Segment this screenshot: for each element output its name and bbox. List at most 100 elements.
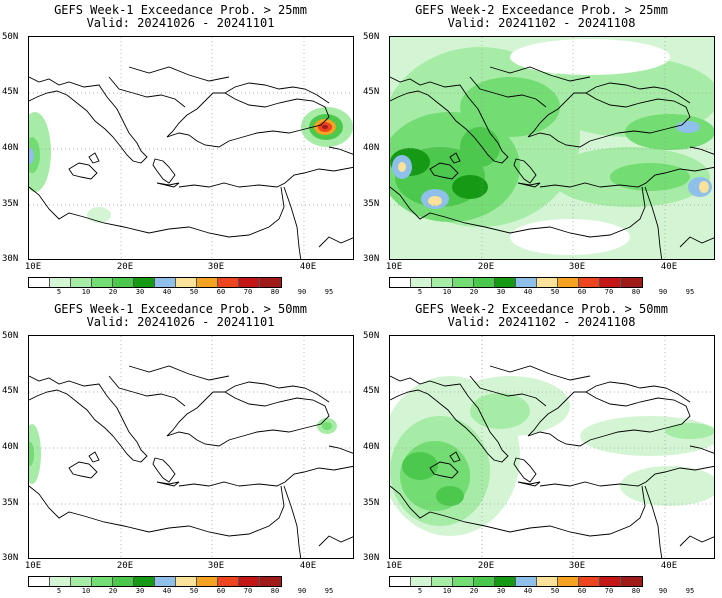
colorbar-tick: 95 — [685, 587, 695, 595]
graticule — [29, 336, 353, 558]
colorbar-tick: 80 — [270, 288, 280, 296]
lat-label: 30N — [2, 553, 19, 563]
lon-label: 10E — [385, 561, 403, 571]
colorbar-tick: 60 — [216, 587, 226, 595]
lon-label: 40E — [299, 262, 317, 272]
map-panel-week2-25mm: GEFS Week-2 Exceedance Prob. > 25mm Vali… — [361, 0, 722, 299]
lat-label: 45N — [2, 87, 19, 97]
colorbar-tick: 90 — [658, 288, 668, 296]
colorbar-tick: 50 — [189, 288, 199, 296]
colorbar-segment — [390, 577, 411, 586]
colorbar-tick: 60 — [577, 587, 587, 595]
colorbar-segment — [495, 577, 516, 586]
colorbar-segment — [113, 577, 134, 586]
colorbar-tick: 80 — [631, 587, 641, 595]
colorbar — [389, 576, 643, 587]
colorbar-tick: 10 — [442, 587, 452, 595]
lon-label: 30E — [568, 561, 586, 571]
colorbar-tick: 95 — [324, 587, 334, 595]
colorbar-segment — [495, 278, 516, 287]
colorbar-tick: 80 — [270, 587, 280, 595]
map-panel-week1-25mm: GEFS Week-1 Exceedance Prob. > 25mm Vali… — [0, 0, 361, 299]
lat-label: 40N — [2, 143, 19, 153]
colorbar-segment — [453, 278, 474, 287]
lon-label: 30E — [207, 561, 225, 571]
probability-map — [389, 36, 715, 260]
graticule — [390, 336, 714, 558]
lat-label: 50N — [363, 32, 380, 42]
colorbar-segment — [92, 278, 113, 287]
lat-label: 35N — [363, 199, 380, 209]
map-panel-week2-50mm: GEFS Week-2 Exceedance Prob. > 50mm Vali… — [361, 299, 722, 598]
colorbar-segment — [411, 577, 432, 586]
colorbar-segment — [432, 577, 453, 586]
colorbar-segment — [197, 278, 218, 287]
colorbar-segment — [537, 577, 558, 586]
colorbar-segment — [113, 278, 134, 287]
panel-title: GEFS Week-1 Exceedance Prob. > 25mm — [54, 3, 307, 17]
probability-map — [389, 335, 715, 559]
precipitation-probability-shading — [390, 376, 714, 536]
lon-label: 30E — [568, 262, 586, 272]
lat-label: 45N — [363, 386, 380, 396]
lat-label: 35N — [363, 498, 380, 508]
lat-label: 40N — [363, 143, 380, 153]
colorbar-tick: 90 — [297, 587, 307, 595]
colorbar-segment — [155, 577, 176, 586]
colorbar-tick: 40 — [162, 587, 172, 595]
lat-label: 30N — [2, 254, 19, 264]
probability-map — [28, 36, 354, 260]
colorbar — [389, 277, 643, 288]
lat-label: 35N — [2, 498, 19, 508]
colorbar-tick: 70 — [243, 587, 253, 595]
colorbar-tick: 10 — [81, 288, 91, 296]
colorbar-tick: 40 — [523, 288, 533, 296]
lat-label: 45N — [2, 386, 19, 396]
colorbar — [28, 277, 282, 288]
colorbar-segment — [474, 577, 495, 586]
lon-label: 20E — [477, 561, 495, 571]
colorbar-segment — [239, 577, 260, 586]
colorbar-tick: 60 — [577, 288, 587, 296]
colorbar-segment — [260, 577, 281, 586]
colorbar-tick: 90 — [297, 288, 307, 296]
lat-label: 45N — [363, 87, 380, 97]
colorbar-segment — [537, 278, 558, 287]
lat-label: 30N — [363, 254, 380, 264]
colorbar-segment — [558, 577, 579, 586]
colorbar-segment — [621, 577, 642, 586]
colorbar-tick: 90 — [658, 587, 668, 595]
panel-title: GEFS Week-1 Exceedance Prob. > 50mm — [54, 302, 307, 316]
coastlines-and-borders — [390, 66, 714, 259]
lon-label: 10E — [24, 561, 42, 571]
lat-label: 50N — [2, 331, 19, 341]
colorbar-tick: 40 — [523, 587, 533, 595]
colorbar-tick: 10 — [81, 587, 91, 595]
colorbar-segment — [218, 278, 239, 287]
graticule — [29, 37, 353, 259]
panel-title: GEFS Week-2 Exceedance Prob. > 25mm — [415, 3, 668, 17]
colorbar-tick: 95 — [685, 288, 695, 296]
colorbar-tick: 20 — [108, 288, 118, 296]
precipitation-probability-shading — [29, 107, 353, 223]
colorbar-segment — [516, 278, 537, 287]
colorbar-tick: 40 — [162, 288, 172, 296]
colorbar-tick: 5 — [56, 587, 62, 595]
colorbar-tick: 50 — [189, 587, 199, 595]
lat-label: 30N — [363, 553, 380, 563]
colorbar-segment — [579, 577, 600, 586]
lat-label: 50N — [363, 331, 380, 341]
lat-label: 40N — [2, 442, 19, 452]
graticule — [390, 37, 714, 259]
panel-valid-dates: Valid: 20241102 - 20241108 — [447, 315, 636, 329]
colorbar-segment — [197, 577, 218, 586]
colorbar-tick: 80 — [631, 288, 641, 296]
lon-label: 20E — [116, 561, 134, 571]
colorbar-tick: 10 — [442, 288, 452, 296]
coastlines-and-borders — [29, 66, 353, 259]
colorbar-tick: 20 — [469, 288, 479, 296]
colorbar-tick: 70 — [604, 288, 614, 296]
lon-label: 40E — [660, 561, 678, 571]
lat-label: 50N — [2, 32, 19, 42]
colorbar-segment — [50, 278, 71, 287]
